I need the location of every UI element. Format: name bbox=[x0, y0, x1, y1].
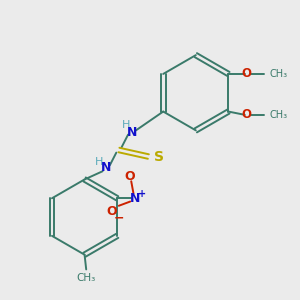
Text: CH₃: CH₃ bbox=[76, 273, 96, 283]
Text: −: − bbox=[113, 211, 124, 224]
Text: +: + bbox=[138, 189, 146, 199]
Text: O: O bbox=[106, 205, 117, 218]
Text: O: O bbox=[124, 170, 135, 183]
Text: O: O bbox=[242, 108, 251, 121]
Text: H: H bbox=[122, 120, 130, 130]
Text: N: N bbox=[130, 192, 140, 205]
Text: H: H bbox=[94, 157, 103, 167]
Text: O: O bbox=[242, 68, 251, 80]
Text: CH₃: CH₃ bbox=[270, 110, 288, 120]
Text: CH₃: CH₃ bbox=[270, 69, 288, 79]
Text: S: S bbox=[154, 149, 164, 164]
Text: N: N bbox=[127, 125, 137, 139]
Text: N: N bbox=[100, 161, 111, 175]
